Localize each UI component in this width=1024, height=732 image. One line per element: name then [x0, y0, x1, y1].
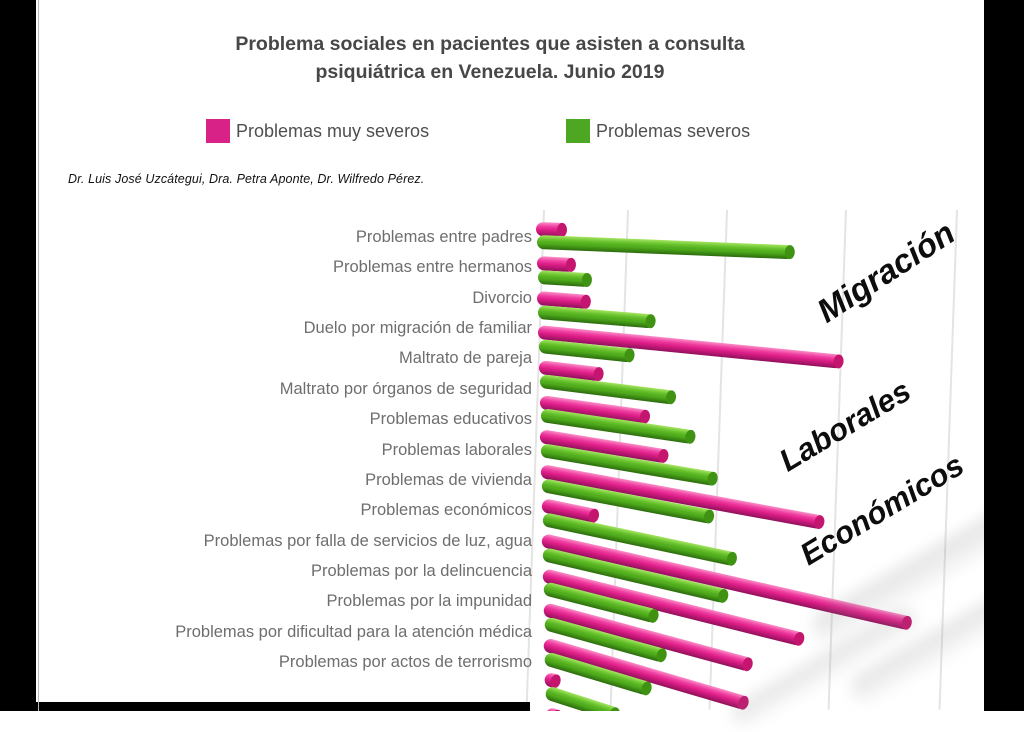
- bar-end-cap: [833, 354, 845, 370]
- chart-title: Problema sociales en pacientes que asist…: [120, 30, 860, 87]
- annotation-migracion: Migración: [810, 213, 962, 330]
- category-label-8: Problemas de vivienda: [365, 470, 532, 489]
- legend-label-severos: Problemas severos: [596, 121, 751, 141]
- category-label-10: Problemas por falla de servicios de luz,…: [203, 531, 532, 550]
- legend-label-muy-severos: Problemas muy severos: [236, 121, 430, 141]
- bar-end-cap: [645, 313, 657, 329]
- bar-end-cap: [702, 508, 716, 524]
- category-label-3: Duelo por migración de familiar: [303, 319, 532, 338]
- bar-end-cap: [581, 272, 592, 288]
- frame-bottom-border: [0, 702, 530, 711]
- category-label-14: Problemas por actos de terrorismo: [278, 653, 532, 672]
- bar-end-cap: [784, 245, 796, 260]
- bar-end-cap: [592, 366, 605, 382]
- category-label-6: Problemas educativos: [369, 410, 532, 429]
- chart-title-line1: Problema sociales en pacientes que asist…: [235, 33, 745, 55]
- category-label-0: Problemas entre padres: [355, 228, 532, 246]
- bar-severos-13: [543, 685, 622, 711]
- annotation-laborales: Laborales: [773, 372, 917, 479]
- bar-end-cap: [565, 257, 576, 273]
- category-label-12: Problemas por la impunidad: [326, 592, 532, 611]
- frame-left-border: [0, 0, 36, 711]
- bar-end-cap: [665, 389, 677, 405]
- category-label-9: Problemas económicos: [360, 501, 533, 520]
- bar-end-cap: [607, 705, 622, 711]
- legend-swatch-severos: [566, 119, 590, 143]
- bar-severos-1: [537, 269, 592, 288]
- bar-end-cap: [717, 587, 730, 604]
- bar-severos-0: [536, 235, 796, 260]
- category-label-7: Problemas laborales: [381, 440, 532, 459]
- chart-title-line2: psiquiátrica en Venezuela. Junio 2019: [315, 61, 665, 84]
- category-label-2: Divorcio: [472, 288, 532, 307]
- bar-muy-severos-14: [543, 706, 564, 711]
- authors-credit: Dr. Luis José Uzcátegui, Dra. Petra Apon…: [68, 172, 425, 186]
- category-label-5: Maltrato por órganos de seguridad: [279, 379, 532, 398]
- bar-end-cap: [654, 647, 668, 664]
- bar-end-cap: [792, 630, 807, 647]
- category-label-1: Problemas entre hermanos: [332, 258, 532, 277]
- bar-severos-2: [537, 304, 657, 329]
- frame-right-border: [984, 0, 1024, 711]
- bar-muy-severos-0: [535, 221, 568, 237]
- bar-chart-plot-area: Problemas entre padres Problemas entre he…: [36, 0, 984, 711]
- bar-end-cap: [580, 294, 592, 309]
- bar-end-cap: [724, 550, 738, 567]
- gridline: [708, 209, 728, 710]
- bar-end-cap: [623, 347, 635, 363]
- legend: Problemas muy severos Problemas severos: [0, 118, 1024, 148]
- bar-end-cap: [657, 448, 670, 464]
- bar-end-cap: [741, 656, 755, 673]
- category-label-11: Problemas por la delincuencia: [310, 561, 532, 580]
- legend-swatch-muy-severos: [206, 119, 230, 143]
- frame-edge-line: [38, 0, 39, 711]
- bar-end-cap: [683, 429, 696, 445]
- bar-end-cap: [556, 222, 568, 237]
- category-label-4: Maltrato de pareja: [399, 349, 532, 368]
- category-label-13: Problemas por dificultad para la atenció…: [175, 622, 532, 641]
